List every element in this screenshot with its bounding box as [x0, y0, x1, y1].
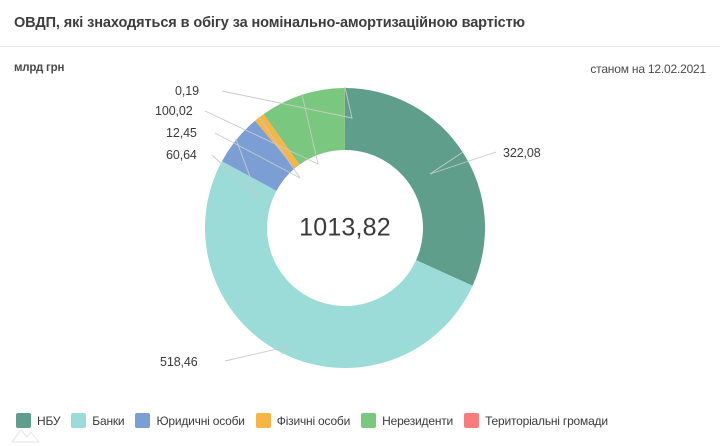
- legend-item[interactable]: Фізичні особи: [255, 413, 351, 428]
- value-label-nbu: 322,08: [503, 146, 541, 160]
- leader-line: [221, 86, 353, 119]
- legend-item[interactable]: Банки: [71, 413, 125, 428]
- units-label: млрд грн: [14, 62, 65, 74]
- value-label-individuals: 12,45: [166, 126, 197, 140]
- legend-color-swatch: [71, 413, 87, 428]
- donut-chart-svg: [204, 86, 497, 369]
- legend-item[interactable]: Юридичні особи: [135, 413, 245, 428]
- legend-item[interactable]: Нерезиденти: [361, 413, 453, 428]
- legend-item[interactable]: НБУ: [16, 413, 60, 428]
- value-label-legal: 60,64: [166, 148, 197, 162]
- legend-label: Територіальні громади: [485, 413, 608, 428]
- legend-label: Фізичні особи: [276, 413, 351, 428]
- leader-lines: [204, 86, 497, 362]
- legend-color-swatch: [16, 413, 31, 428]
- donut-slice[interactable]: [345, 88, 485, 286]
- donut-slice[interactable]: [263, 88, 345, 165]
- page-title: ОВДП, які знаходяться в обігу за номінал…: [14, 15, 525, 31]
- legend-label: Банки: [92, 413, 125, 428]
- value-label-nonresidents: 100,02: [155, 104, 193, 118]
- legend-color-swatch: [361, 413, 377, 428]
- chart-legend: НБУ Банки Юридичні особи Фізичні особи Нерез…: [0, 413, 720, 428]
- donut-slices: [204, 88, 485, 369]
- leader-line: [204, 93, 319, 165]
- page-header: ОВДП, які знаходяться в обігу за номінал…: [0, 0, 720, 47]
- watermark-logo-icon: [10, 428, 41, 443]
- legend-label: Нерезиденти: [382, 413, 454, 428]
- leader-line: [429, 151, 497, 175]
- leader-line: [224, 345, 292, 362]
- legend-color-swatch: [464, 413, 480, 428]
- value-label-communities: 0,19: [175, 84, 199, 98]
- legend-item[interactable]: Територіальні громади: [464, 413, 608, 428]
- as-of-date-label: станом на 12.02.2021: [590, 62, 706, 76]
- leader-line: [214, 116, 301, 179]
- legend-color-swatch: [255, 413, 271, 428]
- legend-label: НБУ: [37, 413, 61, 428]
- donut-chart: 1013,82 0,19 100,02 12,45 60,64 322,08 5…: [0, 78, 720, 390]
- donut-slice[interactable]: [204, 161, 473, 369]
- legend-label: Юридичні особи: [156, 413, 245, 428]
- value-label-banks: 518,46: [160, 355, 198, 369]
- leader-line: [211, 138, 259, 199]
- legend-color-swatch: [135, 413, 151, 428]
